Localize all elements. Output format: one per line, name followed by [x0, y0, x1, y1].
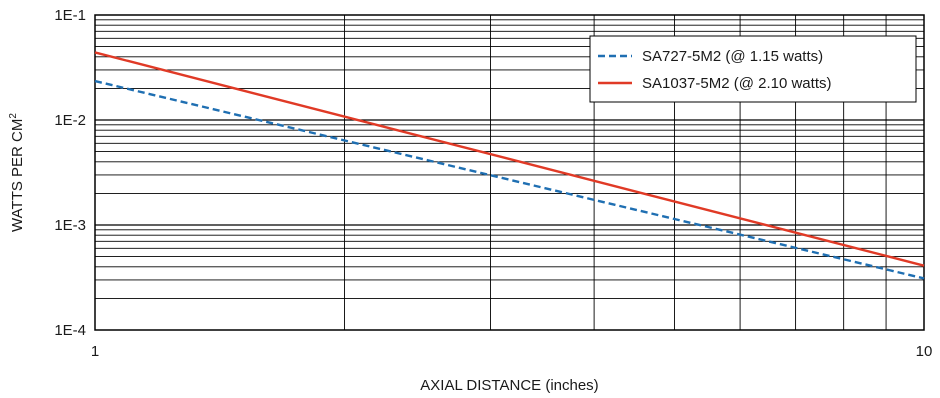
y-tick-label: 1E-3: [54, 217, 86, 234]
tick-labels: 1 10 1E-4 1E-3 1E-2 1E-1: [54, 7, 932, 360]
y-axis-label-main: WATTS PER CM: [9, 119, 26, 232]
legend-box: [589, 35, 917, 103]
y-tick-label: 1E-2: [54, 112, 86, 129]
y-tick-label: 1E-1: [54, 7, 86, 24]
legend-label-2: SA1037-5M2 (@ 2.10 watts): [642, 75, 831, 92]
y-axis-label-superscript: 2: [8, 113, 19, 119]
x-tick-label: 1: [91, 343, 99, 360]
y-tick-label: 1E-4: [54, 322, 86, 339]
series-line-2: [94, 51, 925, 267]
x-tick-label: 10: [916, 343, 933, 360]
legend: SA727-5M2 (@ 1.15 watts) SA1037-5M2 (@ 2.…: [589, 35, 917, 103]
plot-frame: [94, 14, 925, 331]
y-axis-label: WATTS PER CM2: [8, 113, 26, 232]
x-axis-label: AXIAL DISTANCE (inches): [420, 377, 598, 394]
series-line-1: [94, 79, 925, 280]
legend-label-1: SA727-5M2 (@ 1.15 watts): [642, 48, 823, 65]
series-layer: [94, 51, 925, 280]
